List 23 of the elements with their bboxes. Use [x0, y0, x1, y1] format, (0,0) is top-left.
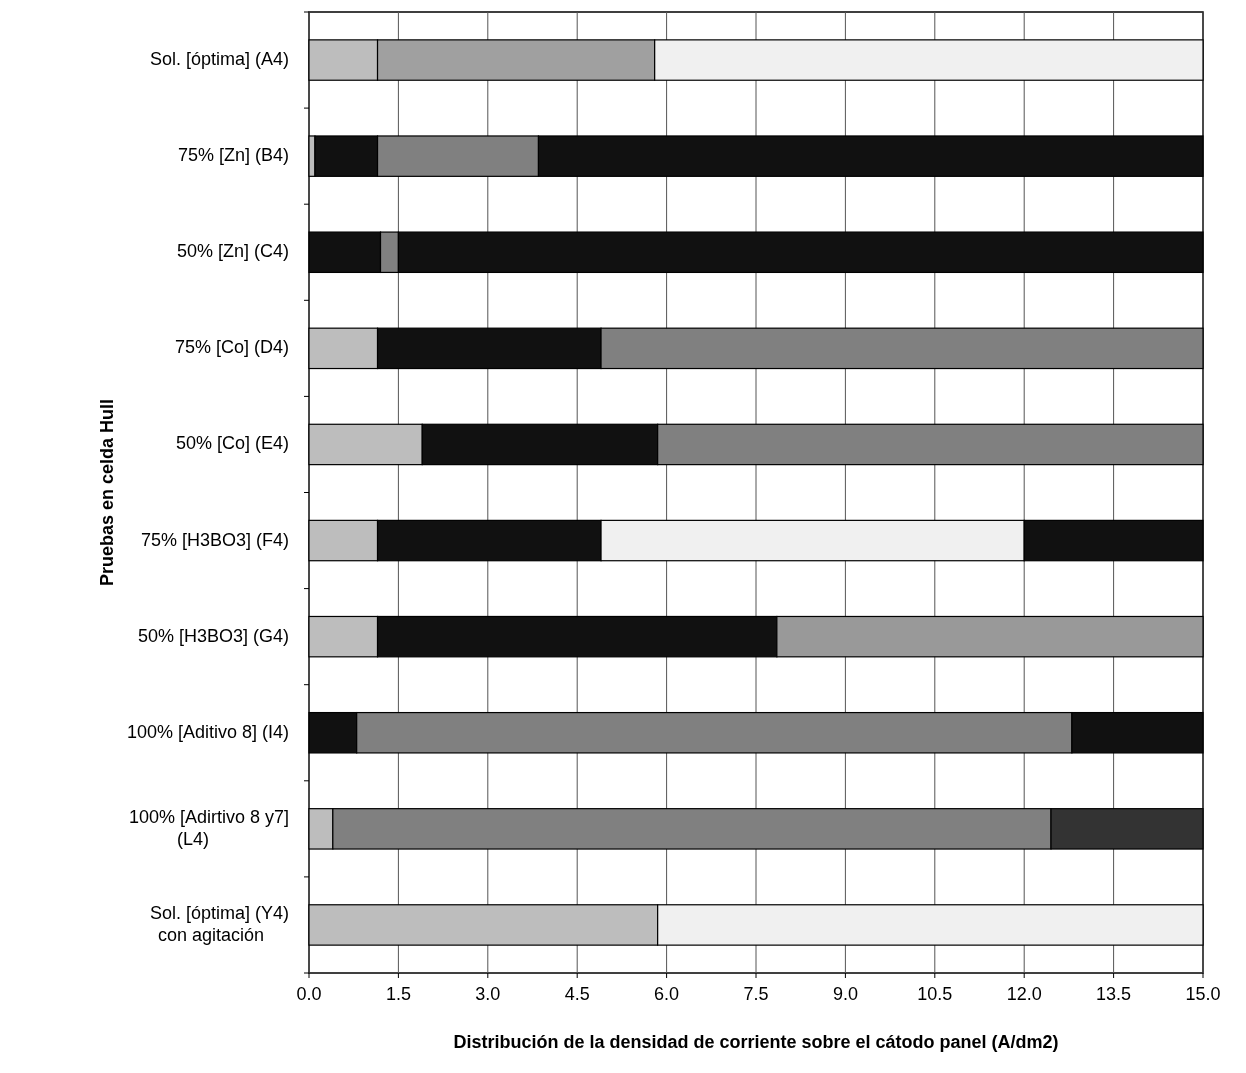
- x-tick-label: 13.5: [1096, 984, 1132, 1004]
- x-tick-label: 9.0: [832, 984, 858, 1004]
- x-tick-label: 1.5: [385, 984, 411, 1004]
- y-tick-label: 100% [Aditivo 8] (I4): [126, 721, 289, 742]
- x-tick-label: 12.0: [1006, 984, 1042, 1004]
- y-tick-label: 100% [Adirtivo 8 y7] (L4): [128, 806, 289, 849]
- y-tick-label: 75% [Co] (D4): [174, 337, 289, 358]
- x-tick-label: 15.0: [1185, 984, 1221, 1004]
- y-tick-label: 75% [H3BO3] (F4): [140, 529, 289, 550]
- x-axis-title: Distribución de la densidad de corriente sobre el cátodo panel (A/dm2): [453, 1032, 1059, 1052]
- x-tick-label: 4.5: [564, 984, 590, 1004]
- y-axis-title: Pruebas en celda Hull: [97, 398, 117, 587]
- y-tick-label: Sol. [óptima] (Y4) con agitación: [149, 902, 289, 945]
- y-tick-label: 50% [H3BO3] (G4): [137, 625, 289, 646]
- y-tick-label: 50% [Zn] (C4): [176, 241, 289, 261]
- y-tick-label: 75% [Zn] (B4): [177, 144, 289, 165]
- y-tick-label: Sol. [óptima] (A4): [149, 48, 289, 69]
- y-tick-label: 50% [Co] (E4): [175, 433, 289, 454]
- x-tick-label: 7.5: [743, 984, 769, 1004]
- x-tick-label: 3.0: [475, 984, 501, 1004]
- x-tick-label: 10.5: [917, 984, 953, 1004]
- x-tick-label: 6.0: [654, 984, 680, 1004]
- x-tick-label: 0.0: [296, 984, 322, 1004]
